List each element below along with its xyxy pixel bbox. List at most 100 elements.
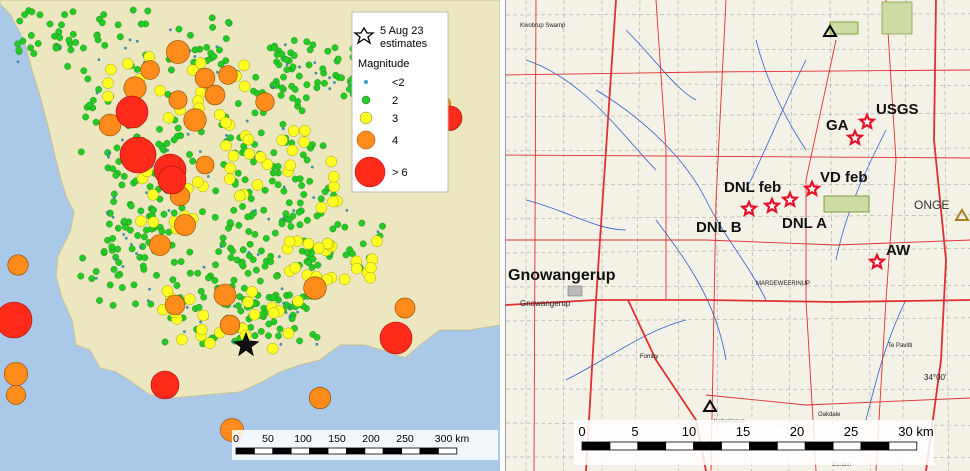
quake-mag3 <box>327 195 339 208</box>
quake-mag3 <box>220 116 232 129</box>
local-topo-map-canvas: Kwobrup Swamp Kebaringup Fomby Borden Oa… <box>506 0 970 471</box>
right-scale-segment <box>888 441 918 451</box>
site-label-onge: ONGE <box>914 198 949 212</box>
quake-mag2 <box>229 247 236 255</box>
quake-mag-lt2 <box>282 185 286 189</box>
quake-mag2 <box>277 91 285 99</box>
quake-mag2 <box>359 240 367 248</box>
quake-mag3 <box>242 133 255 146</box>
quake-mag2 <box>296 199 304 207</box>
stream-line <box>525 199 627 231</box>
grid-line <box>751 0 755 471</box>
quake-mag3 <box>196 323 208 336</box>
quake-mag3 <box>234 190 246 202</box>
quake-mag2 <box>120 217 128 225</box>
road-line <box>506 69 970 76</box>
right-scale-tick-25: 25 <box>844 424 858 439</box>
quake-mag2 <box>286 291 293 299</box>
quake-mag3 <box>302 237 315 250</box>
quake-mag2 <box>324 47 332 55</box>
quake-mag2 <box>128 245 136 253</box>
quake-mag-lt2 <box>310 165 314 169</box>
grid-line <box>506 354 970 357</box>
quake-mag2 <box>342 251 350 259</box>
quake-mag3 <box>176 333 188 346</box>
right-scale-tick-5: 5 <box>631 424 638 439</box>
road-line <box>875 0 897 471</box>
site-label-ga: GA <box>826 117 849 134</box>
quake-mag3 <box>365 262 377 274</box>
quake-mag-lt2 <box>225 133 228 137</box>
quake-mag-lt2 <box>16 60 20 64</box>
quake-mag2 <box>194 269 202 277</box>
quake-mag2 <box>129 6 137 14</box>
quake-mag2 <box>58 21 65 29</box>
quake-mag2 <box>305 61 313 69</box>
quake-mag2 <box>274 181 282 189</box>
right-scale-tick-30: 30 km <box>898 424 933 439</box>
left-scale-tick-0: 0 <box>233 433 239 445</box>
quake-mag2 <box>211 213 219 221</box>
quake-mag3 <box>315 201 328 214</box>
quake-mag4 <box>219 314 241 336</box>
road-lines <box>506 0 970 471</box>
station-triangle-north <box>822 24 838 37</box>
label-kwobrup-swamp: Kwobrup Swamp <box>520 23 566 29</box>
quake-mag2 <box>331 44 339 52</box>
quake-mag2 <box>320 79 328 87</box>
quake-mag2 <box>34 40 42 47</box>
quake-mag3 <box>183 293 196 305</box>
quake-mag3 <box>261 158 273 171</box>
quake-mag2 <box>303 156 311 164</box>
left-scale-segment <box>272 447 292 455</box>
quake-mag3 <box>154 84 166 97</box>
quake-mag2 <box>306 46 314 54</box>
quake-mag3 <box>286 144 299 157</box>
quake-mag2 <box>84 75 92 83</box>
quake-mag2 <box>109 165 117 173</box>
quake-mag4 <box>255 92 275 112</box>
quake-mag2 <box>116 33 124 41</box>
quake-mag6 <box>115 95 149 129</box>
quake-mag2 <box>89 97 97 104</box>
left-scale-tick-300: 300 km <box>435 433 470 445</box>
quake-mag2 <box>146 183 154 191</box>
quake-mag2 <box>167 66 175 74</box>
quake-mag2 <box>334 221 342 228</box>
quake-mag2 <box>110 198 118 206</box>
quake-mag2 <box>379 222 386 230</box>
quake-mag-lt2 <box>166 148 170 152</box>
legend-swatch-4 <box>356 130 376 150</box>
quake-mag2 <box>244 213 252 221</box>
legend-event-star-icon <box>353 26 375 45</box>
quake-mag2 <box>313 84 321 92</box>
quake-mag2 <box>139 262 147 270</box>
quake-mag-lt2 <box>312 196 316 200</box>
quake-mag4 <box>149 234 171 256</box>
local-topo-map: Kwobrup Swamp Kebaringup Fomby Borden Oa… <box>505 0 970 471</box>
quake-mag2 <box>256 277 264 285</box>
quake-mag2 <box>306 177 314 185</box>
quake-mag2 <box>15 46 23 54</box>
quake-mag3 <box>248 309 261 321</box>
right-scale-segment <box>804 441 834 451</box>
quake-mag2 <box>340 92 348 100</box>
quake-mag2 <box>348 250 356 258</box>
quake-mag2 <box>280 73 287 81</box>
quake-mag-lt2 <box>114 258 118 261</box>
quake-mag2 <box>127 202 135 210</box>
grid-line <box>506 147 970 152</box>
quake-mag2 <box>205 274 212 282</box>
quake-mag-lt2 <box>112 196 116 200</box>
quake-mag3 <box>299 124 311 137</box>
quake-mag3 <box>243 148 256 160</box>
quake-mag4 <box>174 214 196 236</box>
quake-mag-lt2 <box>315 342 319 346</box>
quake-mag2 <box>267 252 275 260</box>
quake-mag-lt2 <box>135 39 139 43</box>
quake-mag3 <box>162 112 175 124</box>
quake-mag6 <box>119 136 157 174</box>
quake-mag4 <box>194 67 216 89</box>
quake-mag-lt2 <box>146 299 150 303</box>
star-ga <box>845 128 865 147</box>
